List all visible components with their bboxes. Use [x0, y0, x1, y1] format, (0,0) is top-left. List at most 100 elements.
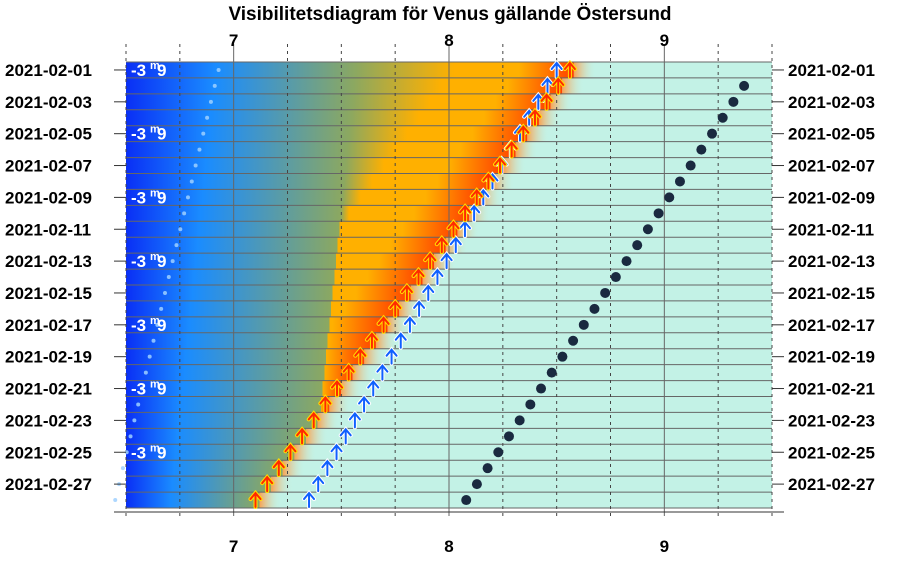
venus-transit-dot — [685, 160, 696, 171]
date-label-left: 2021-02-11 — [5, 220, 91, 239]
sunrise-glow — [329, 396, 352, 413]
magnitude-labels: -3 m9-3 m9-3 m9-3 m9-3 m9-3 m9-3 m9 — [131, 60, 166, 462]
venus-transit-dot — [525, 399, 536, 410]
magnitude-value: -3 — [131, 443, 146, 462]
sunrise-glow — [527, 125, 550, 143]
date-label-right: 2021-02-15 — [788, 284, 875, 303]
magnitude-value: -3 — [131, 316, 146, 335]
magnitude-fraction: 9 — [157, 316, 166, 335]
venus-altitude-dot — [124, 450, 129, 455]
magnitude-label: -3 m9 — [131, 124, 166, 144]
sunrise-glow — [364, 348, 387, 366]
venus-transit-dot — [503, 431, 514, 442]
twilight-band — [126, 492, 260, 509]
venus-transit-dot — [493, 447, 504, 458]
date-label-left: 2021-02-25 — [5, 443, 92, 462]
venus-transit-dot — [471, 479, 482, 490]
sunrise-glow — [375, 332, 398, 350]
sunrise-arrow — [539, 91, 554, 111]
date-label-left: 2021-02-07 — [5, 157, 92, 176]
date-label-left: 2021-02-21 — [5, 380, 92, 399]
magnitude-unit: m — [150, 251, 160, 263]
magnitude-unit: m — [150, 442, 160, 454]
venus-rise-arrow — [347, 410, 362, 430]
magnitude-fraction: 9 — [157, 61, 166, 80]
sunrise-glow — [271, 476, 294, 493]
magnitude-label: -3 m9 — [131, 442, 166, 462]
magnitude-label: -3 m9 — [131, 187, 166, 207]
magnitude-label: -3 m9 — [131, 315, 166, 335]
sunrise-glow — [352, 364, 375, 382]
venus-transit-dot — [578, 319, 589, 330]
x-tick-label-top: 7 — [229, 31, 238, 50]
venus-rise-arrow — [384, 346, 399, 366]
chart-title: Visibilitetsdiagram för Venus gällande Ö… — [228, 4, 671, 25]
date-label-left: 2021-02-01 — [5, 61, 92, 80]
venus-altitude-dot — [197, 147, 202, 152]
date-label-right: 2021-02-17 — [788, 316, 875, 335]
sunrise-arrow — [493, 155, 508, 175]
sunrise-arrow — [562, 59, 577, 79]
magnitude-value: -3 — [131, 125, 146, 144]
venus-altitude-dot — [189, 179, 194, 184]
date-label-right: 2021-02-11 — [788, 220, 874, 239]
chart-marks — [113, 59, 750, 510]
magnitude-fraction: 9 — [157, 188, 166, 207]
sunrise-arrow — [434, 235, 449, 255]
magnitude-label: -3 m9 — [131, 60, 166, 80]
twilight-band — [126, 62, 574, 79]
venus-altitude-dot — [162, 290, 167, 295]
sunrise-arrow — [423, 250, 438, 271]
venus-transit-dot — [696, 144, 707, 155]
venus-rise-arrow — [393, 330, 408, 350]
date-label-right: 2021-02-27 — [788, 475, 875, 494]
sunrise-arrow — [364, 330, 379, 350]
venus-rise-arrow — [448, 235, 463, 255]
date-label-right: 2021-02-07 — [788, 157, 875, 176]
venus-transit-dot — [546, 367, 557, 378]
twilight-band — [126, 109, 539, 127]
venus-transit-dot — [717, 112, 728, 123]
twilight-band — [126, 428, 307, 445]
twilight-band — [126, 125, 528, 143]
venus-transit-dot — [568, 335, 579, 346]
sunrise-glow — [341, 380, 364, 397]
sunrise-arrow — [388, 298, 403, 318]
venus-rise-arrow — [421, 282, 436, 302]
sunrise-glow — [492, 173, 515, 190]
sunrise-arrow — [271, 458, 286, 478]
venus-transit-dot — [514, 415, 525, 426]
date-label-left: 2021-02-27 — [5, 475, 92, 494]
twilight-band — [126, 300, 400, 318]
date-labels: 2021-02-01 2021-02-01 2021-02-03 2021-02-03… — [5, 61, 875, 494]
venus-rise-arrow — [549, 59, 564, 79]
date-label-left: 2021-02-23 — [5, 411, 92, 430]
sunrise-glow — [317, 412, 340, 429]
venus-altitude-dot — [205, 115, 210, 120]
magnitude-fraction: 9 — [157, 125, 166, 144]
sunrise-glow — [259, 492, 282, 509]
venus-altitude-dot — [178, 227, 183, 232]
venus-rise-arrow — [540, 75, 555, 95]
sunrise-glow — [550, 93, 573, 111]
date-label-right: 2021-02-25 — [788, 443, 875, 462]
magnitude-unit: m — [150, 315, 160, 327]
sunrise-arrow — [283, 442, 298, 462]
x-tick-label-top: 8 — [444, 31, 453, 50]
venus-transit-dot — [642, 224, 653, 235]
venus-altitude-dot — [212, 83, 217, 88]
date-label-right: 2021-02-05 — [788, 125, 875, 144]
date-label-right: 2021-02-19 — [788, 348, 875, 367]
date-label-right: 2021-02-01 — [788, 61, 875, 80]
venus-altitude-dot — [193, 163, 198, 168]
sunrise-arrow — [341, 362, 356, 382]
sunrise-arrow — [411, 266, 426, 287]
venus-altitude-dot — [159, 306, 164, 311]
venus-transit-dot — [739, 80, 750, 91]
twilight-band — [126, 364, 353, 382]
sunrise-arrow — [376, 314, 391, 334]
magnitude-value: -3 — [131, 380, 146, 399]
venus-rise-arrow — [402, 314, 417, 334]
twilight-band — [126, 237, 446, 254]
date-label-left: 2021-02-17 — [5, 316, 92, 335]
